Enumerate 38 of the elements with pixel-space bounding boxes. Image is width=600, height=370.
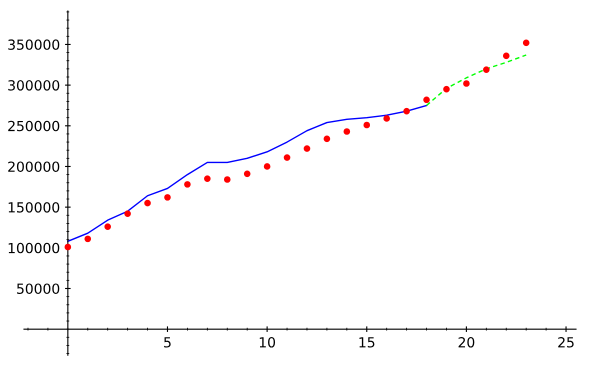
point: [264, 163, 270, 170]
point: [204, 175, 211, 182]
point: [104, 223, 111, 230]
point: [64, 244, 72, 250]
point: [363, 122, 370, 128]
y-tick-label: 250000: [8, 120, 60, 132]
x-tick-label: 5: [164, 337, 171, 348]
point: [344, 128, 350, 135]
point: [502, 52, 510, 60]
y-tick-label: 100000: [8, 242, 60, 254]
y-tick-label: 200000: [8, 161, 60, 172]
line-series: [426, 54, 527, 106]
point: [403, 108, 410, 114]
point: [224, 176, 231, 183]
y-tick-label: 150000: [8, 202, 60, 213]
y-tick-label: 350000: [8, 39, 60, 50]
point: [304, 145, 310, 152]
point: [423, 96, 430, 104]
point: [84, 236, 92, 242]
point: [284, 154, 290, 161]
x-tick-label: 20: [458, 337, 474, 348]
point: [124, 210, 131, 217]
y-tick-label: 50000: [17, 283, 60, 294]
point: [244, 170, 250, 178]
point: [164, 194, 171, 201]
point: [522, 40, 530, 46]
x-tick-label: 25: [558, 337, 574, 348]
line-series: [67, 104, 428, 242]
point: [144, 200, 151, 206]
point: [463, 80, 470, 87]
point: [443, 86, 450, 92]
point: [324, 136, 330, 142]
point: [184, 181, 191, 188]
x-tick-label: 15: [359, 337, 374, 348]
point: [483, 66, 490, 73]
x-tick-label: 10: [260, 337, 276, 348]
y-tick-label: 300000: [8, 80, 60, 91]
point: [383, 115, 390, 122]
